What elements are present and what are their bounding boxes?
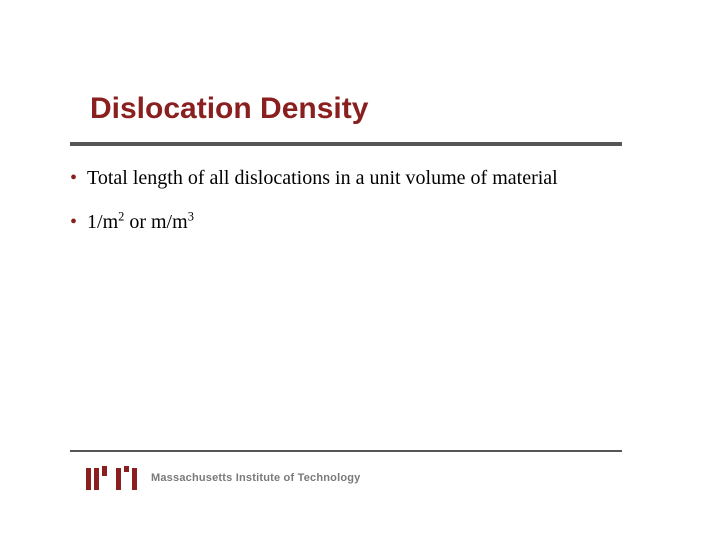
slide-title: Dislocation Density (90, 92, 368, 126)
bullet-text: 1/m2 or m/m3 (87, 210, 630, 236)
mit-logo-icon (86, 466, 137, 490)
bullet-list: • Total length of all dislocations in a … (70, 166, 630, 253)
list-item: • 1/m2 or m/m3 (70, 210, 630, 236)
list-item: • Total length of all dislocations in a … (70, 166, 630, 192)
footer: Massachusetts Institute of Technology (86, 466, 361, 490)
divider-bottom (70, 450, 622, 452)
bullet-text: Total length of all dislocations in a un… (87, 166, 630, 192)
slide: Dislocation Density • Total length of al… (0, 0, 720, 540)
divider-top (70, 142, 622, 146)
bullet-marker-icon: • (70, 210, 77, 236)
footer-institution: Massachusetts Institute of Technology (151, 472, 361, 484)
bullet-marker-icon: • (70, 166, 77, 192)
